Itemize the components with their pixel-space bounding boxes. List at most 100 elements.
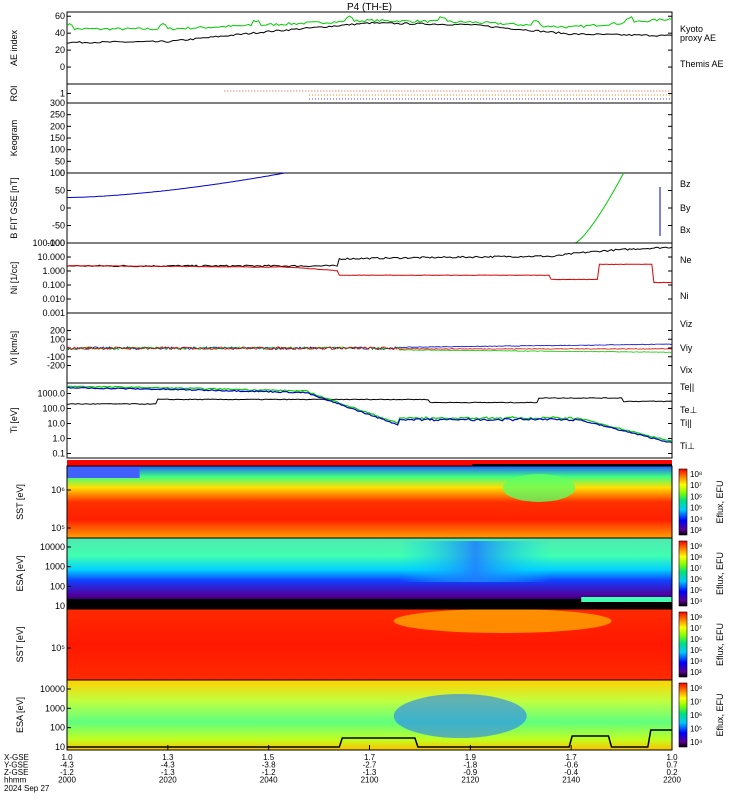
time-date: 2024 Sep 27 <box>4 784 50 793</box>
density-ytick-label: 0.010 <box>42 294 65 304</box>
bfield-ytick-label: 0 <box>60 203 65 213</box>
ae-ytick-label: 0 <box>60 62 65 72</box>
sst-e-blue-band <box>67 466 140 478</box>
ae-legend-kyoto-2: proxy AE <box>680 33 716 43</box>
panel-density: 0.001 0.010 0.100 1.000 10.000 100.000 Ni [1/c… <box>9 238 692 318</box>
velocity-legend-viz: Viz <box>680 319 693 329</box>
plot-title: P4 (TH-E) <box>347 2 392 13</box>
esa-i-ytick-label: 10000 <box>40 684 65 694</box>
time-tick-x-gse: 1.5 <box>263 753 275 762</box>
time-row-label: Y-GSE <box>4 761 28 770</box>
time-axis: 1.0-4.3-1.220001.3-4.3-1.320201.5-3.8-1.… <box>4 745 681 793</box>
time-tick-x-gse: 1.0 <box>61 753 73 762</box>
time-tick-y-gse: -4.3 <box>60 761 74 770</box>
time-row-label: hhmm <box>4 776 27 785</box>
time-tick-x-gse: 1.7 <box>364 753 376 762</box>
sst-e-colorbar-label: Eflux, EFU <box>715 480 725 523</box>
temperature-ytick-label: 0.1 <box>52 448 65 458</box>
temp-legend-ti-perp: Ti⊥ <box>680 441 695 451</box>
velocity-series-2 <box>66 346 673 351</box>
time-tick-hhmm: 2000 <box>58 776 76 785</box>
temp-legend-ti-par: Ti|| <box>680 418 692 428</box>
density-ytick-label: 10.000 <box>37 252 65 262</box>
time-tick-y-gse: -1.8 <box>463 761 477 770</box>
temperature-frame <box>66 382 673 459</box>
panel-esa-e: 10 100 1000 10000 ESA [eV] 10⁹ 10⁸ 10⁷ 10⁶ 10⁵ 10⁴… <box>15 537 725 611</box>
velocity-ytick-label: -100 <box>47 352 65 362</box>
esa-i-colorbar-tick: 10⁶ <box>690 711 702 720</box>
roi-ytick-label: 1 <box>60 89 65 99</box>
sst-e-colorbar <box>678 468 688 536</box>
sst-e-colorbar-tick: 10⁵ <box>690 504 702 513</box>
temp-legend-te-perp: Te⊥ <box>680 405 698 415</box>
sst-e-ytick-label: 10⁶ <box>51 485 65 495</box>
sst-e-colorbar-tick: 10⁶ <box>690 492 702 501</box>
sst-i-colorbar-tick: 10⁷ <box>690 624 702 633</box>
time-tick-x-gse: 1.9 <box>465 753 477 762</box>
time-tick-hhmm: 2100 <box>361 776 379 785</box>
time-tick-z-gse: -1.2 <box>60 768 74 777</box>
temperature-ylabel: Ti [eV] <box>9 408 19 434</box>
density-ytick-label: 0.100 <box>42 280 65 290</box>
sst-e-colorbar-tick: 10³ <box>690 526 702 535</box>
ae-ytick-label: 60 <box>55 11 65 21</box>
keogram-ylabel: Keogram <box>9 120 19 157</box>
density-legend-ni: Ni <box>680 291 689 301</box>
ae-ytick-label: 20 <box>55 45 65 55</box>
esa-i-colorbar-tick: 10⁸ <box>690 684 702 693</box>
temperature-ytick-label: 1.0 <box>52 433 65 443</box>
velocity-ytick-label: 0 <box>60 343 65 353</box>
panel-roi: 1 ROI <box>9 83 673 104</box>
time-tick-hhmm: 2140 <box>562 776 580 785</box>
roi-frame <box>66 83 673 104</box>
temp-ti-perp <box>66 386 673 444</box>
bfield-ytick-label: 100 <box>50 168 65 178</box>
esa-i-ytick-label: 100 <box>50 723 65 733</box>
esa-i-colorbar-label: Eflux, EFU <box>715 693 725 736</box>
density-ytick-label: 100.000 <box>32 238 65 248</box>
sst-e-spectrogram <box>67 466 672 538</box>
esa-e-spectrogram <box>67 538 672 609</box>
mode-bar-black <box>472 464 672 466</box>
bfield-by-line <box>575 172 625 244</box>
velocity-ytick-label: 100 <box>50 334 65 344</box>
time-tick-z-gse: -1.3 <box>363 768 377 777</box>
density-legend-ne: Ne <box>680 255 692 265</box>
keogram-ytick-label: 150 <box>50 133 65 143</box>
keogram-ytick-label: 100 <box>50 145 65 155</box>
bfield-bx-line <box>67 172 285 198</box>
time-tick-y-gse: 0.7 <box>666 761 678 770</box>
time-tick-y-gse: -4.3 <box>161 761 175 770</box>
density-ytick-label: 0.001 <box>42 308 65 318</box>
esa-e-ytick-label: 1000 <box>45 562 65 572</box>
velocity-ylabel: Vi [km/s] <box>9 331 19 365</box>
time-tick-y-gse: -3.8 <box>262 761 276 770</box>
sst-i-colorbar-label: Eflux, EFU <box>715 623 725 666</box>
sst-i-colorbar-tick: 10⁴ <box>690 657 703 666</box>
temperature-ytick-label: 10.0 <box>47 418 65 428</box>
density-ni-line <box>66 246 673 268</box>
bfield-legend-bx: Bx <box>680 225 691 235</box>
time-tick-z-gse: -1.3 <box>161 768 175 777</box>
esa-e-colorbar-tick: 10⁶ <box>690 575 702 584</box>
time-tick-x-gse: 1.3 <box>162 753 174 762</box>
ae-ylabel: AE index <box>9 29 19 66</box>
temperature-ytick-label: 1000.0 <box>37 388 65 398</box>
time-tick-z-gse: 0.2 <box>666 768 678 777</box>
density-ne-line <box>66 263 673 284</box>
sst-i-colorbar <box>678 611 688 678</box>
ae-legend-kyoto: Kyoto <box>680 24 703 34</box>
sst-e-green-blob <box>502 474 576 502</box>
esa-e-ytick-label: 10 <box>55 601 65 611</box>
sst-i-yellow-region <box>393 609 612 633</box>
esa-e-colorbar-tick: 10⁵ <box>690 586 702 595</box>
panel-temperature: 0.1 1.0 10.0 100.0 1000.0 Ti [eV] Te|| Te⊥ Ti|| T… <box>9 382 698 459</box>
temperature-ytick-label: 100.0 <box>42 403 65 413</box>
time-tick-x-gse: 1.0 <box>666 753 678 762</box>
esa-e-ytick-label: 100 <box>50 581 65 591</box>
keogram-ytick-label: 50 <box>55 156 65 166</box>
panel-sst-e: 10⁶ 10⁵ SST [eV] 10⁸ 10⁷ 10⁶ 10⁵ 10⁴ 10³ Eflux, E… <box>15 465 725 539</box>
bfield-legend-by: By <box>680 203 691 213</box>
